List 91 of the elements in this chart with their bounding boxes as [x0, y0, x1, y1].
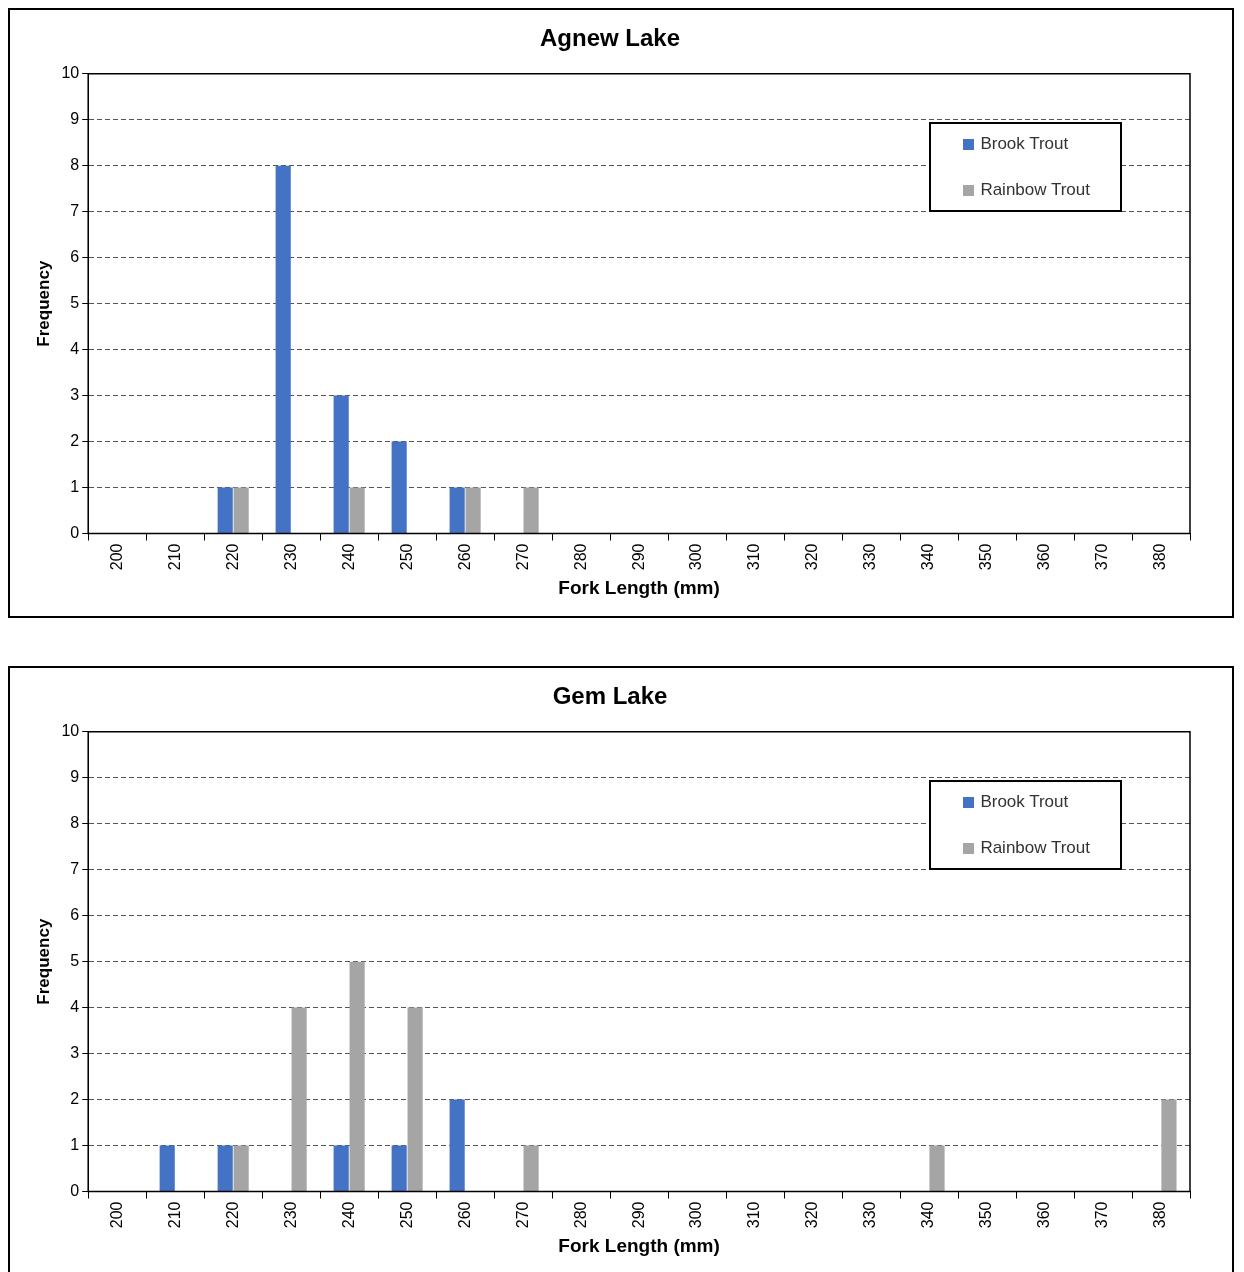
x-tick-label: 280 [571, 543, 589, 571]
y-tick-label: 1 [70, 477, 80, 495]
x-tick-label: 230 [281, 1201, 299, 1229]
y-tick-label: 1 [70, 1135, 80, 1153]
x-axis-title: Fork Length (mm) [558, 576, 720, 598]
x-tick-label: 280 [571, 1201, 589, 1229]
x-tick-label: 240 [339, 543, 357, 571]
bar [449, 1099, 465, 1192]
bar [465, 487, 481, 534]
bar [1161, 1099, 1177, 1192]
x-tick-label: 300 [687, 543, 705, 571]
bar [523, 1145, 539, 1192]
x-tick-label: 290 [629, 543, 647, 571]
chart-title: Agnew Lake [539, 24, 681, 52]
bar [523, 487, 539, 534]
x-tick-label: 340 [919, 543, 937, 571]
bar [349, 961, 365, 1192]
bar [391, 1145, 407, 1192]
x-tick-label: 380 [1151, 1201, 1169, 1229]
x-tick-label: 220 [223, 543, 241, 571]
bar [233, 1145, 249, 1192]
y-axis-title: Frequency [33, 918, 53, 1005]
bar [391, 441, 407, 534]
legend-label: Rainbow Trout [980, 838, 1090, 858]
bar [217, 1145, 233, 1192]
bar [233, 487, 249, 534]
x-tick-label: 310 [745, 543, 763, 571]
x-tick-label: 200 [107, 1201, 125, 1229]
y-tick-label: 7 [70, 202, 80, 220]
x-tick-label: 250 [397, 543, 415, 571]
x-tick-label: 310 [745, 1201, 763, 1229]
x-tick-label: 330 [861, 1201, 879, 1229]
x-tick-label: 330 [861, 543, 879, 571]
y-tick-label: 5 [70, 294, 80, 312]
legend-label: Brook Trout [980, 134, 1069, 154]
bar [291, 1007, 307, 1192]
x-tick-label: 380 [1151, 543, 1169, 571]
bar [349, 487, 365, 534]
bar [275, 165, 291, 534]
x-tick-label: 270 [513, 543, 531, 571]
x-axis-title: Fork Length (mm) [558, 1234, 720, 1256]
x-tick-label: 290 [629, 1201, 647, 1229]
x-tick-label: 230 [281, 543, 299, 571]
bar [929, 1145, 945, 1192]
y-tick-label: 10 [61, 722, 80, 740]
bar [217, 487, 233, 534]
y-tick-label: 4 [70, 998, 80, 1016]
bar [333, 1145, 349, 1192]
x-tick-label: 260 [455, 1201, 473, 1229]
x-tick-label: 340 [919, 1201, 937, 1229]
x-tick-label: 370 [1093, 1201, 1111, 1229]
x-tick-label: 260 [455, 543, 473, 571]
y-axis-title: Frequency [33, 260, 53, 347]
y-tick-label: 9 [70, 110, 80, 128]
y-tick-label: 0 [70, 523, 80, 541]
y-tick-label: 6 [70, 906, 80, 924]
x-tick-label: 320 [803, 543, 821, 571]
legend-label: Brook Trout [980, 792, 1069, 812]
x-tick-label: 250 [397, 1201, 415, 1229]
y-tick-label: 0 [70, 1181, 80, 1199]
x-tick-label: 220 [223, 1201, 241, 1229]
x-tick-label: 200 [107, 543, 125, 571]
bar [333, 395, 349, 534]
x-tick-label: 360 [1035, 543, 1053, 571]
y-tick-label: 3 [70, 1044, 80, 1061]
x-tick-label: 370 [1093, 543, 1111, 571]
x-tick-label: 350 [977, 543, 995, 571]
x-tick-label: 210 [165, 1201, 183, 1229]
y-tick-label: 8 [70, 814, 80, 832]
y-tick-label: 2 [70, 1089, 80, 1107]
y-tick-label: 9 [70, 768, 80, 786]
y-tick-label: 8 [70, 156, 80, 174]
bar [407, 1007, 423, 1192]
y-tick-label: 5 [70, 952, 80, 970]
chart-title: Gem Lake [552, 682, 668, 710]
x-tick-label: 270 [513, 1201, 531, 1229]
y-tick-label: 3 [70, 386, 80, 403]
bar [449, 487, 465, 534]
legend-label: Rainbow Trout [980, 180, 1090, 200]
x-tick-label: 360 [1035, 1201, 1053, 1229]
y-tick-label: 6 [70, 248, 80, 266]
y-tick-label: 4 [70, 340, 80, 358]
y-tick-label: 2 [70, 431, 80, 449]
x-tick-label: 300 [687, 1201, 705, 1229]
x-tick-label: 320 [803, 1201, 821, 1229]
x-tick-label: 350 [977, 1201, 995, 1229]
bar [159, 1145, 175, 1192]
y-tick-label: 10 [61, 64, 80, 82]
x-tick-label: 240 [339, 1201, 357, 1229]
y-tick-label: 7 [70, 860, 80, 878]
x-tick-label: 210 [165, 543, 183, 571]
